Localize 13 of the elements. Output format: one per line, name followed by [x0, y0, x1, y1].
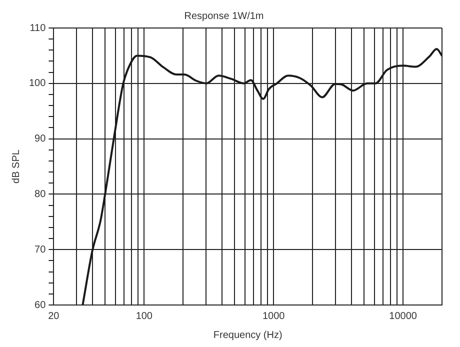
x-tick-label: 20	[48, 310, 60, 322]
y-tick-label: 90	[34, 134, 46, 145]
chart-title: Response 1W/1m	[184, 10, 264, 22]
x-tick-label: 100	[136, 310, 153, 322]
y-tick-label: 110	[30, 22, 46, 34]
x-tick-label: 10000	[389, 310, 418, 322]
y-tick-label: 100	[28, 78, 46, 90]
y-tick-label: 80	[34, 188, 46, 200]
y-tick-label: 70	[34, 244, 46, 256]
x-axis-title: Frequency (Hz)	[213, 330, 282, 341]
x-tick-label: 1000	[262, 310, 286, 322]
y-axis-title: dB SPL	[10, 149, 22, 184]
y-tick-label: 60	[34, 300, 46, 311]
